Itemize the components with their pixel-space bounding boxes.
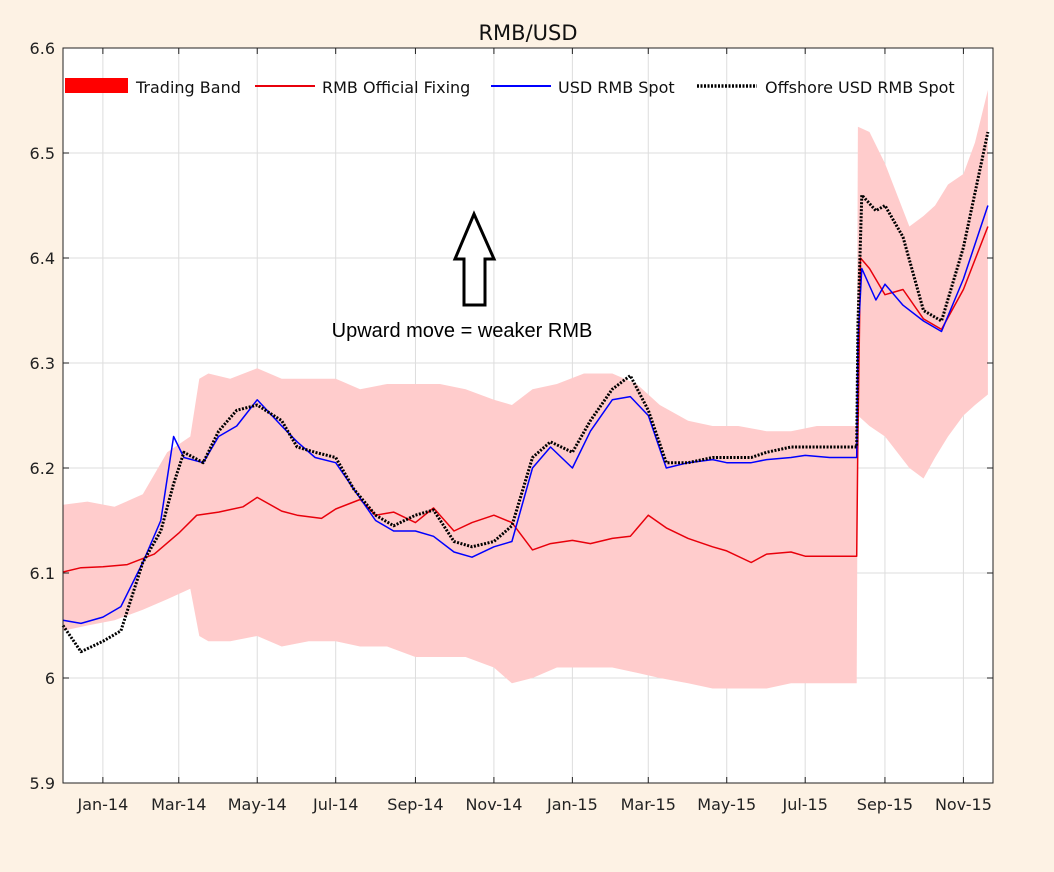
x-tick-label: Jul-14 bbox=[312, 795, 358, 814]
x-tick-label: Mar-15 bbox=[621, 795, 676, 814]
y-axis-ticks: 5.9 6 6.1 6.2 6.3 6.4 6.5 6.6 bbox=[30, 39, 993, 793]
y-tick-label: 6.4 bbox=[30, 249, 55, 268]
series-layer bbox=[61, 131, 990, 654]
annotation-text: Upward move = weaker RMB bbox=[332, 320, 593, 342]
official-fixing-line bbox=[62, 226, 989, 573]
up-arrow-icon bbox=[452, 210, 497, 307]
x-tick-label: Mar-14 bbox=[151, 795, 206, 814]
x-tick-label: Nov-15 bbox=[935, 795, 992, 814]
y-tick-label: 6.1 bbox=[30, 564, 55, 583]
x-tick-label: Sep-15 bbox=[857, 795, 913, 814]
legend-label-official-fixing: RMB Official Fixing bbox=[322, 78, 470, 97]
y-tick-label: 6.5 bbox=[30, 144, 55, 163]
y-tick-label: 6 bbox=[45, 669, 55, 688]
legend: Trading Band RMB Official Fixing USD RMB… bbox=[65, 78, 955, 97]
legend-swatch-trading-band bbox=[65, 78, 128, 93]
y-tick-label: 6.3 bbox=[30, 354, 55, 373]
x-axis-ticks: Jan-14 Mar-14 May-14 Jul-14 Sep-14 Nov-14 Jan-… bbox=[76, 48, 992, 814]
y-tick-label: 5.9 bbox=[30, 774, 55, 793]
chart-title: RMB/USD bbox=[478, 21, 577, 45]
x-tick-label: May-15 bbox=[697, 795, 756, 814]
y-tick-label: 6.6 bbox=[30, 39, 55, 58]
offshore-usd-rmb-spot-line bbox=[61, 131, 990, 654]
trading-band-layer bbox=[63, 90, 988, 689]
x-tick-label: May-14 bbox=[228, 795, 287, 814]
x-tick-label: Jan-15 bbox=[546, 795, 598, 814]
x-tick-label: Jan-14 bbox=[76, 795, 128, 814]
legend-label-usd-rmb-spot: USD RMB Spot bbox=[558, 78, 675, 97]
y-tick-label: 6.2 bbox=[30, 459, 55, 478]
plot-area-frame bbox=[62, 47, 994, 784]
legend-label-offshore-spot: Offshore USD RMB Spot bbox=[765, 78, 955, 97]
x-tick-label: Nov-14 bbox=[465, 795, 522, 814]
trading-band-area bbox=[63, 90, 988, 689]
x-tick-label: Jul-15 bbox=[781, 795, 827, 814]
legend-label-trading-band: Trading Band bbox=[135, 78, 241, 97]
x-tick-label: Sep-14 bbox=[387, 795, 443, 814]
